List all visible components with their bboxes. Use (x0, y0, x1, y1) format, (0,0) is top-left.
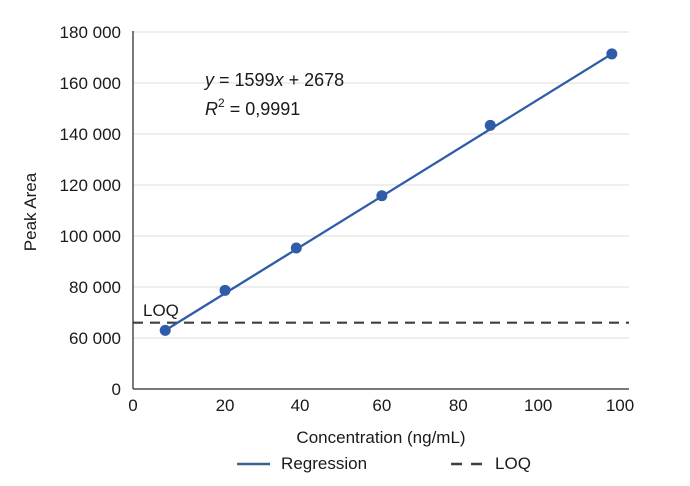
data-point (484, 119, 496, 131)
y-tick-label: 180 000 (60, 23, 121, 42)
regression-line-swatch (237, 462, 271, 466)
x-tick-label: 60 (372, 396, 391, 415)
y-tick-label: 120 000 (60, 176, 121, 195)
equation-x-var: x (274, 70, 284, 90)
loq-dash-swatch (451, 462, 485, 466)
data-point (606, 48, 618, 60)
y-tick-label: 160 000 (60, 74, 121, 93)
x-axis-title: Concentration (ng/mL) (296, 428, 466, 447)
legend-item-regression: Regression (237, 454, 367, 474)
legend-item-loq: LOQ (451, 454, 531, 474)
x-tick-label: 20 (216, 396, 235, 415)
data-point (159, 324, 171, 336)
loq-line-label: LOQ (143, 301, 179, 320)
x-tick-label: 0 (128, 396, 137, 415)
x-tick-label: 100 (524, 396, 552, 415)
legend: Regression LOQ (237, 454, 531, 474)
x-tick-label: 80 (449, 396, 468, 415)
data-point (219, 284, 231, 296)
equation-line: y = 1599x + 2678 (205, 66, 344, 95)
r-symbol: R (205, 99, 218, 119)
y-tick-label: 60 000 (69, 329, 121, 348)
regression-annotation: y = 1599x + 2678 R2 = 0,9991 (205, 66, 344, 124)
y-tick-label: 100 000 (60, 227, 121, 246)
r-exponent: 2 (218, 96, 225, 110)
legend-label-regression: Regression (281, 454, 368, 473)
y-tick-label: 0 (112, 380, 121, 399)
y-tick-label: 140 000 (60, 125, 121, 144)
r-squared-value: = 0,9991 (224, 99, 301, 119)
x-tick-label: 40 (291, 396, 310, 415)
regression-line (164, 52, 613, 332)
equation-slope: = 1599 (214, 70, 275, 90)
y-tick-label: 80 000 (69, 278, 121, 297)
legend-label-loq: LOQ (495, 454, 531, 473)
x-tick-label: 100 (606, 396, 634, 415)
data-point (376, 190, 388, 202)
equation-y-var: y (205, 70, 214, 90)
y-axis-title: Peak Area (21, 172, 40, 252)
equation-intercept: + 2678 (283, 70, 345, 90)
data-point (290, 242, 302, 254)
r-squared-line: R2 = 0,9991 (205, 95, 344, 124)
